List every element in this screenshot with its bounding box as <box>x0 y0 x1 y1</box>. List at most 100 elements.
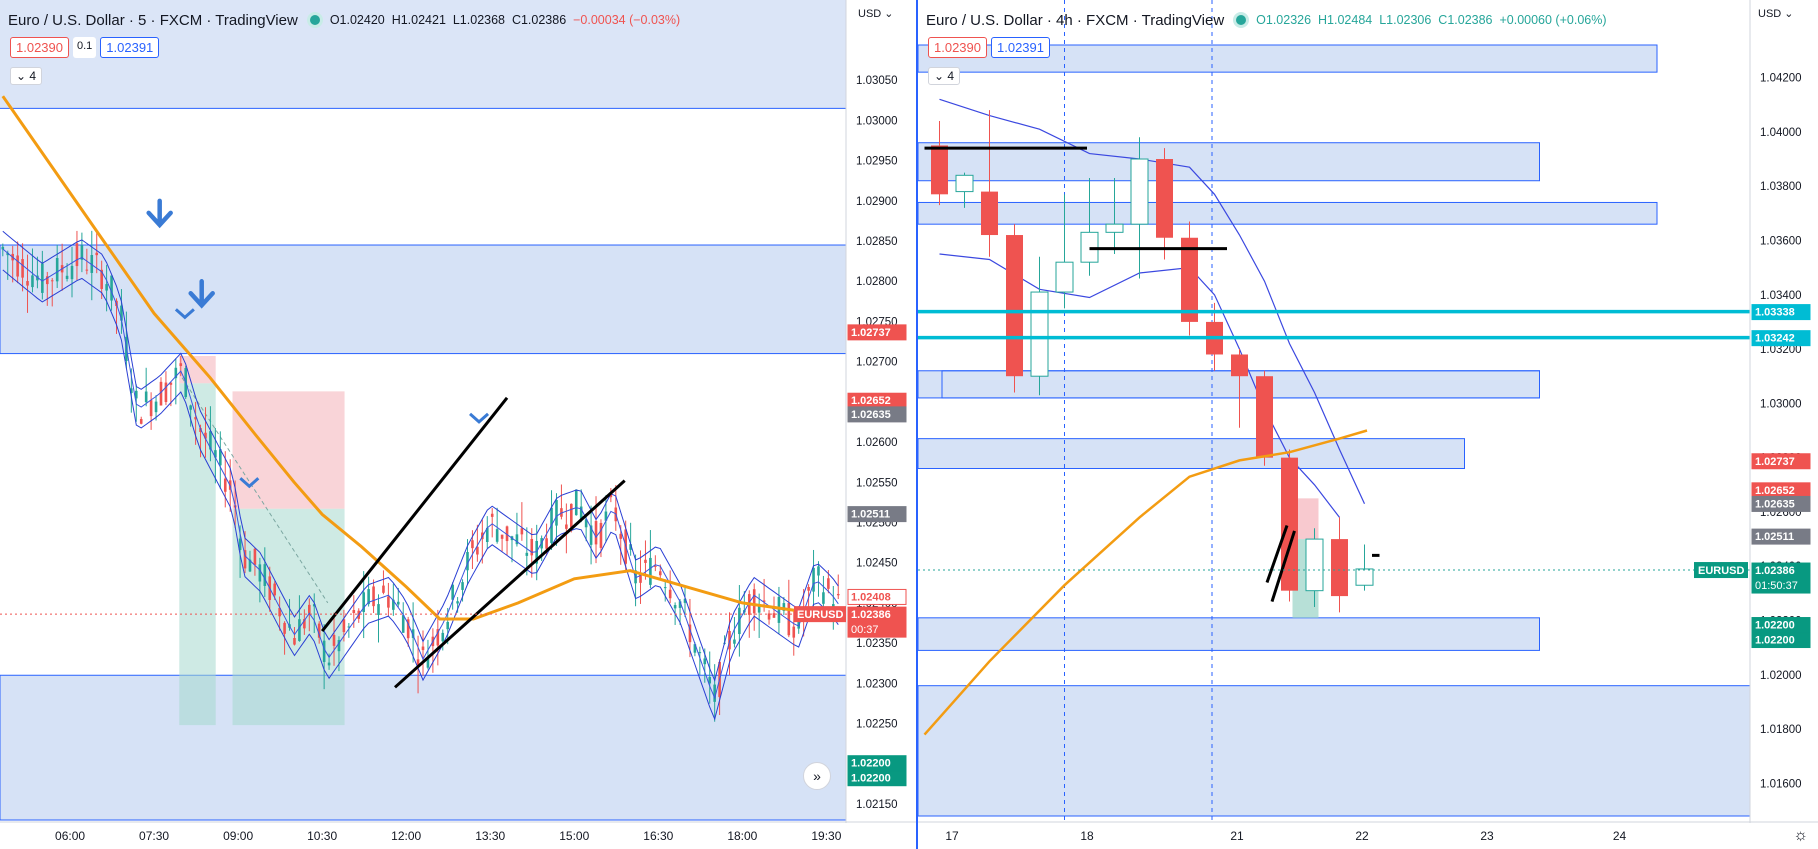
candle-body <box>1006 235 1023 377</box>
symbol-title[interactable]: Euro / U.S. Dollar · 5 · FXCM · TradingV… <box>8 11 298 29</box>
candle-body <box>1055 261 1074 293</box>
currency-selector[interactable]: USD ⌄ <box>858 8 894 20</box>
sell-button[interactable]: 1.02390 <box>928 37 987 58</box>
candle-body <box>293 638 296 645</box>
candle-body <box>787 603 791 636</box>
candle-body <box>673 605 677 609</box>
symbol-tag <box>794 606 846 623</box>
candle-body <box>372 586 375 607</box>
gear-icon[interactable]: ☼ <box>1793 827 1808 844</box>
x-tick-label: 17 <box>945 829 959 843</box>
candle-body <box>426 657 430 668</box>
y-tick-label: 1.02600 <box>856 437 898 449</box>
chart-pane-4h[interactable]: 1.04200 1.04000 1.03800 1.03600 1.03400 1.032… <box>916 0 1818 849</box>
symbol-tag <box>1694 562 1748 579</box>
y-tick-label: 1.03200 <box>1760 344 1802 356</box>
time-axis <box>0 823 916 849</box>
supply-demand-zone <box>918 617 1540 651</box>
x-tick-label: 10:30 <box>307 829 337 843</box>
envelope-mid <box>2 248 839 700</box>
candle-body <box>827 578 830 589</box>
candle-body <box>322 640 326 663</box>
chart-canvas-5m[interactable]: 1.03050 1.03000 1.02950 1.02900 1.02850 1.028… <box>0 0 916 849</box>
double-chevron-right-icon[interactable]: » <box>803 762 831 790</box>
candle-body <box>159 381 163 406</box>
supply-demand-zone <box>0 674 847 821</box>
x-tick-label: 07:30 <box>139 829 169 843</box>
candle-body <box>792 626 796 638</box>
x-tick-label: 18:00 <box>727 829 757 843</box>
indicators-toggle[interactable]: ⌄ 4 <box>928 67 961 85</box>
x-tick-label: 09:00 <box>223 829 253 843</box>
currency-selector[interactable]: USD ⌄ <box>1758 8 1794 20</box>
candle-body <box>1256 376 1273 458</box>
candle-body <box>214 450 217 458</box>
candle-body <box>26 281 29 286</box>
candle-body <box>525 552 529 556</box>
y-tick-label: 1.01600 <box>1760 778 1802 790</box>
candle-body <box>120 305 123 321</box>
chart-canvas-4h[interactable]: 1.04200 1.04000 1.03800 1.03600 1.03400 1.032… <box>918 0 1818 849</box>
candle-body <box>658 571 662 576</box>
candle-body <box>1 246 5 250</box>
ema-line <box>923 429 1368 736</box>
candle-body <box>204 432 207 439</box>
candle-body <box>713 684 716 702</box>
symbol-title[interactable]: Euro / U.S. Dollar · 4h · FXCM · Trading… <box>926 11 1225 29</box>
price-label <box>847 324 907 341</box>
x-tick-label: 21 <box>1230 829 1244 843</box>
candle-body <box>495 529 499 542</box>
candle-body <box>565 524 568 529</box>
y-tick-label: 1.02900 <box>856 196 898 208</box>
price-label-text: 1.03338 <box>1755 307 1795 319</box>
indicators-toggle[interactable]: ⌄ 4 <box>10 67 43 85</box>
candle-body <box>6 252 10 256</box>
candle-body <box>298 619 301 641</box>
candle-body <box>589 525 593 545</box>
envelope-upper <box>2 230 839 682</box>
candle-body <box>130 388 133 394</box>
candle-body <box>604 511 608 521</box>
candle-body <box>822 592 825 604</box>
last-price-label <box>847 606 907 638</box>
ohlc-values: O1.02420 H1.02421 L1.02368 C1.02386 −0.0… <box>329 13 681 27</box>
candle-body <box>169 382 173 385</box>
candle-body <box>619 533 623 539</box>
candle-body <box>535 540 539 564</box>
time-axis <box>918 823 1818 849</box>
price-label-text: 1.02635 <box>1755 498 1795 510</box>
candle-body <box>757 605 761 613</box>
price-label <box>847 770 907 787</box>
candle-body <box>164 382 168 403</box>
sell-button[interactable]: 1.02390 <box>10 37 69 58</box>
buy-button[interactable]: 1.02391 <box>100 37 160 58</box>
candle-body <box>490 513 494 517</box>
candle-body <box>21 259 24 278</box>
candle-body <box>377 604 380 615</box>
candle-body <box>767 613 771 620</box>
candle-body <box>1231 354 1248 377</box>
candle-body <box>807 586 810 591</box>
buy-button[interactable]: 1.02391 <box>991 37 1050 58</box>
candle-body <box>446 621 450 630</box>
candle-body <box>317 623 321 638</box>
last-price-label-countdown: 00:37 <box>851 624 879 636</box>
price-label <box>847 406 907 423</box>
chart-header: Euro / U.S. Dollar · 5 · FXCM · TradingV… <box>8 9 680 31</box>
y-tick-label: 1.03600 <box>1760 235 1802 247</box>
candle-body <box>90 255 94 273</box>
y-tick-label: 1.02700 <box>856 357 898 369</box>
y-tick-label: 1.02350 <box>856 638 898 650</box>
candle-body <box>654 565 657 567</box>
chart-pane-5m[interactable]: 1.03050 1.03000 1.02950 1.02900 1.02850 1.028… <box>0 0 916 849</box>
trendline <box>1270 530 1296 602</box>
candle-body <box>174 367 178 379</box>
candle-body <box>80 245 84 260</box>
candle-body <box>560 508 563 517</box>
candle-body <box>303 619 306 629</box>
y-tick-label: 1.01800 <box>1760 724 1802 736</box>
y-tick-label: 1.02300 <box>856 678 898 690</box>
trade-buttons: 1.02390 0.1 1.02391 <box>10 37 160 58</box>
symbol-tag-text: EURUSD <box>797 609 844 621</box>
y-tick-label: 1.04000 <box>1760 127 1802 139</box>
